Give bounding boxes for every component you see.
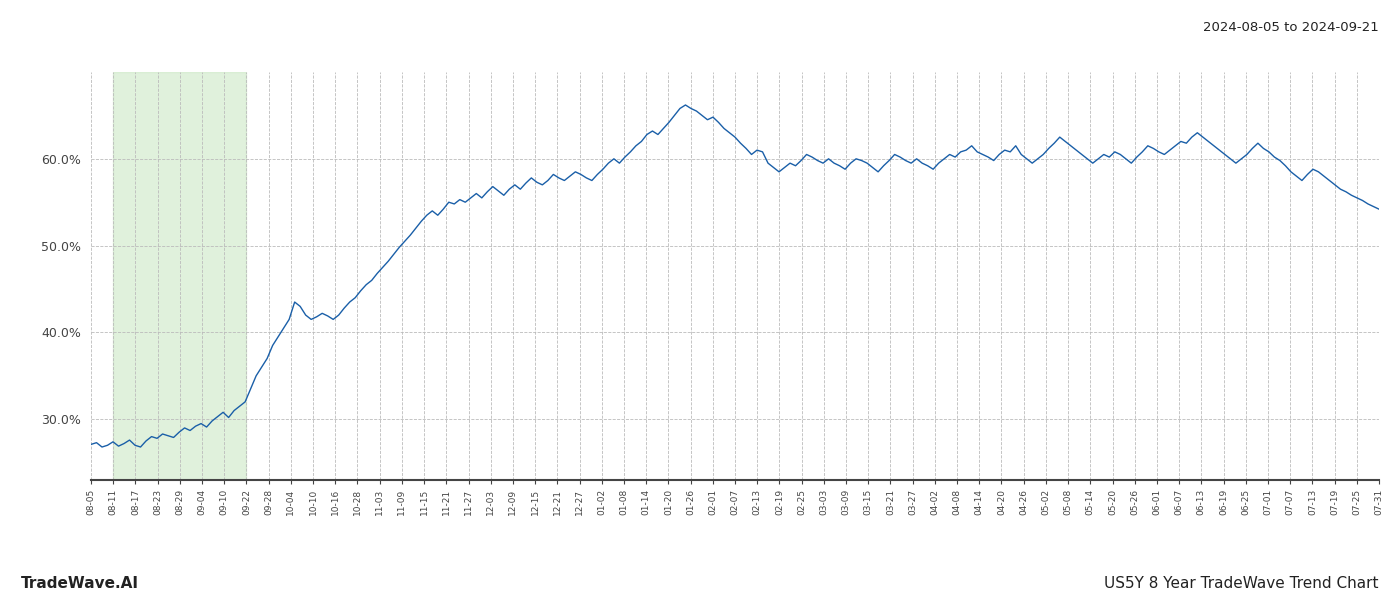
Text: TradeWave.AI: TradeWave.AI bbox=[21, 576, 139, 591]
Text: US5Y 8 Year TradeWave Trend Chart: US5Y 8 Year TradeWave Trend Chart bbox=[1105, 576, 1379, 591]
Text: 2024-08-05 to 2024-09-21: 2024-08-05 to 2024-09-21 bbox=[1203, 21, 1379, 34]
Bar bbox=[113, 72, 246, 480]
